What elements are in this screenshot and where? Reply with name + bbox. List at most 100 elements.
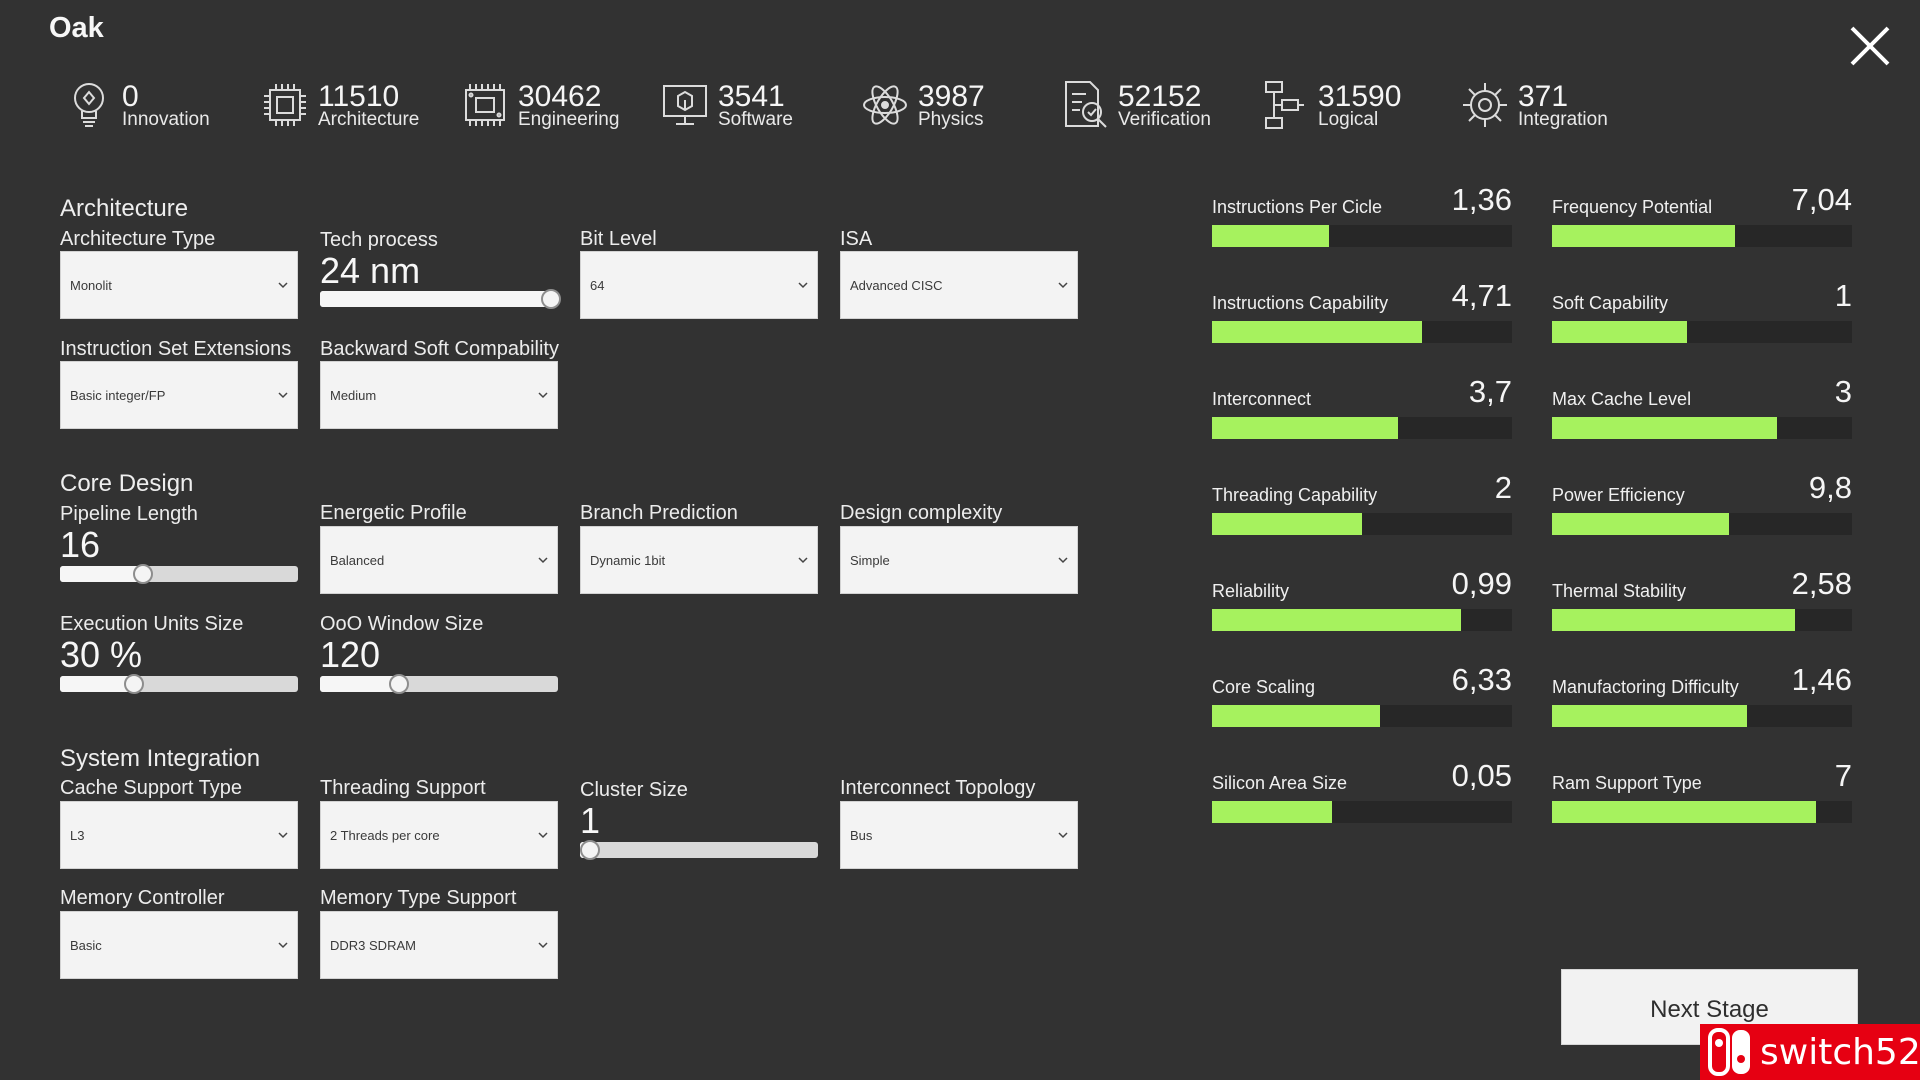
slider-handle[interactable] (579, 840, 600, 860)
resource-label: Software (718, 109, 793, 130)
isa-dropdown[interactable]: Advanced CISC (840, 251, 1078, 319)
resource-label: Architecture (318, 109, 420, 130)
document-check-icon (1058, 78, 1112, 132)
stat-thermal-stability: Thermal Stability 2,58 (1552, 564, 1852, 644)
slider-handle[interactable] (388, 674, 409, 694)
chevron-down-icon (798, 557, 808, 564)
page-title: Oak (49, 12, 104, 44)
stat-name: Power Efficiency (1552, 485, 1685, 505)
stat-instructions-per-cycle: Instructions Per Cicle 1,36 (1212, 180, 1512, 260)
cache-support-type-label: Cache Support Type (60, 777, 242, 799)
stat-bar (1552, 417, 1852, 439)
stat-bar-fill (1212, 417, 1398, 439)
stat-ram-support-type: Ram Support Type 7 (1552, 756, 1852, 836)
stat-bar-fill (1212, 609, 1461, 631)
execution-units-size-slider[interactable] (60, 674, 298, 694)
branch-prediction-dropdown[interactable]: Dynamic 1bit (580, 526, 818, 594)
slider-handle[interactable] (123, 674, 144, 694)
bit-level-dropdown[interactable]: 64 (580, 251, 818, 319)
interconnect-topology-dropdown[interactable]: Bus (840, 801, 1078, 869)
dropdown-value: Basic (70, 938, 102, 953)
pipeline-length-value: 16 (60, 524, 101, 565)
stat-bar (1552, 321, 1852, 343)
design-complexity-dropdown[interactable]: Simple (840, 526, 1078, 594)
stat-name: Core Scaling (1212, 677, 1316, 697)
ooo-window-size-label: OoO Window Size (320, 613, 484, 635)
stat-bar-fill (1552, 609, 1795, 631)
dropdown-value: Balanced (330, 553, 385, 568)
stat-max-cache-level: Max Cache Level 3 (1552, 372, 1852, 452)
stat-threading-capability: Threading Capability 2 (1212, 468, 1512, 548)
stat-name: Thermal Stability (1552, 581, 1687, 601)
dropdown-value: Bus (850, 828, 873, 843)
stat-reliability: Reliability 0,99 (1212, 564, 1512, 644)
resource-label: Verification (1118, 109, 1211, 130)
slider-handle[interactable] (133, 564, 154, 584)
stat-bar-fill (1212, 321, 1422, 343)
dropdown-value: L3 (70, 828, 85, 843)
stat-bar-fill (1552, 513, 1729, 535)
cache-support-type-dropdown[interactable]: L3 (60, 801, 298, 869)
stat-value: 9,8 (1808, 470, 1852, 505)
lightbulb-icon (62, 78, 116, 132)
threading-support-dropdown[interactable]: 2 Threads per core (320, 801, 558, 869)
resource-label: Physics (918, 109, 984, 130)
backward-soft-compatibility-label: Backward Soft Compability (320, 338, 559, 360)
interconnect-topology-label: Interconnect Topology (840, 777, 1036, 799)
bit-level-label: Bit Level (580, 228, 657, 250)
stat-bar (1212, 801, 1512, 823)
backward-soft-compatibility-dropdown[interactable]: Medium (320, 361, 558, 429)
resource-value: 31590 (1318, 80, 1402, 113)
stat-bar-fill (1212, 225, 1329, 247)
memory-type-support-dropdown[interactable]: DDR3 SDRAM (320, 911, 558, 979)
dropdown-value: Basic integer/FP (70, 388, 166, 403)
stat-bar (1212, 609, 1512, 631)
resource-value: 3987 (918, 80, 985, 113)
energetic-profile-dropdown[interactable]: Balanced (320, 526, 558, 594)
architecture-type-label: Architecture Type (60, 228, 216, 250)
dropdown-value: Dynamic 1bit (590, 553, 666, 568)
resource-value: 11510 (318, 80, 400, 113)
chevron-down-icon (1058, 832, 1068, 839)
architecture-type-dropdown[interactable]: Monolit (60, 251, 298, 319)
stat-value: 0,99 (1451, 566, 1512, 601)
stat-bar (1552, 705, 1852, 727)
dropdown-value: DDR3 SDRAM (330, 938, 416, 953)
stat-value: 2,58 (1791, 566, 1852, 601)
stat-name: Manufactoring Difficulty (1552, 677, 1739, 697)
instruction-set-extensions-label: Instruction Set Extensions (60, 338, 292, 360)
stat-value: 3,7 (1468, 374, 1512, 409)
stat-value: 1,46 (1791, 662, 1852, 697)
resource-value: 30462 (518, 80, 602, 113)
instruction-set-extensions-dropdown[interactable]: Basic integer/FP (60, 361, 298, 429)
stat-bar (1212, 705, 1512, 727)
stat-value: 6,33 (1451, 662, 1512, 697)
chevron-down-icon (538, 942, 548, 949)
tech-process-slider[interactable] (320, 289, 561, 309)
pipeline-length-slider[interactable] (60, 564, 298, 584)
memory-controller-dropdown[interactable]: Basic (60, 911, 298, 979)
stat-bar (1212, 417, 1512, 439)
memory-controller-label: Memory Controller (60, 887, 225, 909)
stat-core-scaling: Core Scaling 6,33 (1212, 660, 1512, 740)
dropdown-value: Medium (330, 388, 377, 403)
close-button[interactable] (1848, 24, 1892, 68)
stat-value: 3 (1834, 374, 1852, 409)
energetic-profile-label: Energetic Profile (320, 502, 467, 524)
tech-process-value: 24 nm (320, 250, 421, 291)
slider-handle[interactable] (540, 289, 561, 309)
resource-label: Engineering (518, 109, 620, 130)
switch-logo-icon (1708, 1028, 1750, 1076)
stat-value: 2 (1494, 470, 1512, 505)
cluster-size-label: Cluster Size (580, 779, 688, 801)
resource-value: 3541 (718, 80, 785, 113)
slider-fill (60, 676, 134, 692)
chevron-down-icon (538, 392, 548, 399)
chevron-down-icon (278, 392, 288, 399)
stat-name: Silicon Area Size (1212, 773, 1348, 793)
stat-value: 4,71 (1451, 278, 1512, 313)
ooo-window-size-slider[interactable] (320, 674, 558, 694)
stat-soft-capability: Soft Capability 1 (1552, 276, 1852, 356)
gear-icon (1458, 78, 1512, 132)
cluster-size-slider[interactable] (579, 840, 818, 860)
